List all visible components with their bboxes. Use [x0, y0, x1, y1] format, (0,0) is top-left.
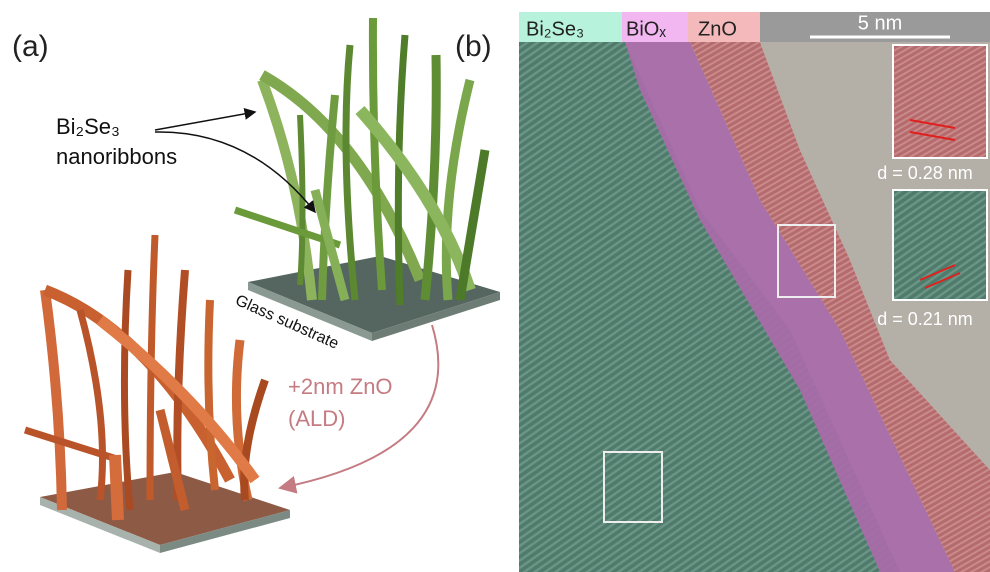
process-arrow: [278, 324, 440, 494]
ribbon-label-2: nanoribbons: [56, 144, 177, 169]
process-label: +2nm ZnO: [288, 374, 393, 399]
pointer: [154, 131, 316, 214]
tem-image: [519, 42, 990, 572]
legend-swatch: [622, 12, 688, 42]
legend-swatch: [519, 12, 622, 42]
orange-ribbons: [23, 234, 290, 553]
inset-label: d = 0.28 nm: [877, 163, 973, 183]
panel-label: (a): [12, 30, 49, 63]
legend-swatch: [688, 12, 760, 42]
scale-bar-label: 5 nm: [858, 12, 902, 34]
ribbon-label: Bi₂Se₃: [56, 114, 120, 139]
process-label-2: (ALD): [288, 406, 345, 431]
legend-label: BiOₓ: [626, 18, 666, 40]
inset-label: d = 0.21 nm: [877, 309, 973, 329]
panel-label: (b): [455, 30, 492, 63]
legend-label: ZnO: [698, 18, 737, 40]
green-ribbons: [233, 17, 500, 341]
pointer: [154, 107, 257, 131]
legend-label: Bi₂Se₃: [526, 18, 584, 40]
